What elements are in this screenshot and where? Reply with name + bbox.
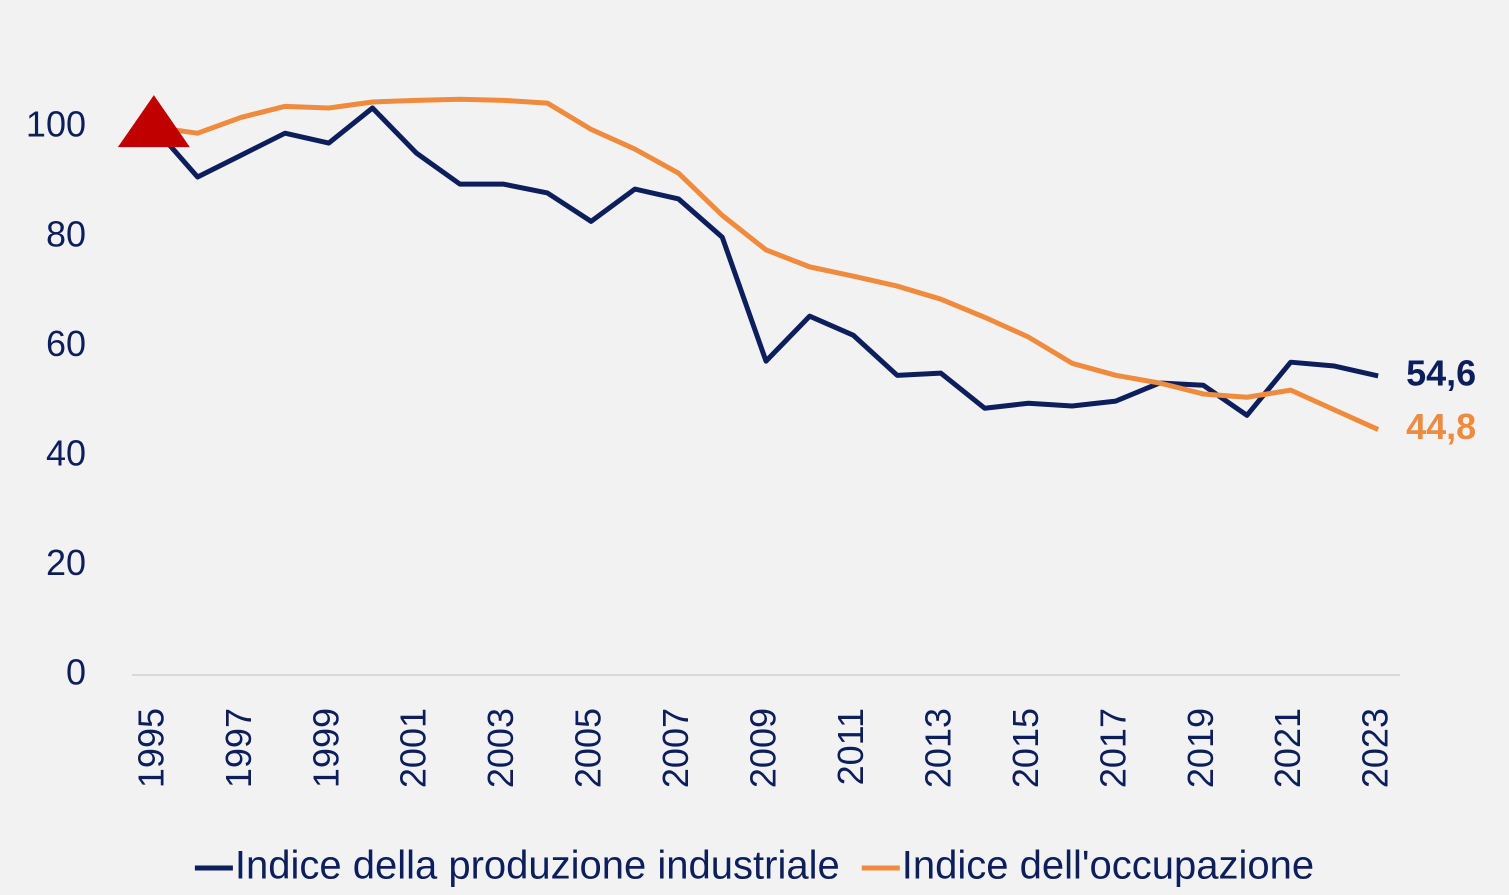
x-tick-label: 2017 (1092, 708, 1133, 788)
x-tick-label: 2005 (568, 708, 609, 788)
legend-item: Indice della produzione industriale (194, 844, 840, 888)
value-label: 54,6 (1406, 352, 1476, 393)
series-line (153, 96, 1380, 432)
x-tick-label: 1999 (305, 708, 346, 788)
start-marker (117, 95, 190, 148)
legend-label: Indice della produzione industriale (235, 844, 840, 888)
legend-item: Indice dell'occupazione (861, 844, 1314, 888)
x-tick-label: 2007 (655, 708, 696, 788)
y-tick-label: 60 (46, 323, 86, 364)
x-tick-label: 2001 (393, 708, 434, 788)
y-tick-label: 40 (46, 432, 86, 473)
x-tick-label: 2019 (1180, 708, 1221, 788)
value-label: 44,8 (1406, 406, 1476, 447)
x-tick-label: 2015 (1005, 708, 1046, 788)
x-tick-label: 1997 (218, 708, 259, 788)
x-tick-label: 2003 (480, 708, 521, 788)
y-tick-label: 100 (26, 104, 86, 145)
x-tick-label: 2011 (830, 708, 871, 785)
series-line (151, 105, 1379, 418)
y-tick-label: 0 (66, 652, 86, 693)
x-tick-label: 2021 (1267, 708, 1308, 788)
x-tick-label: 1995 (130, 708, 171, 788)
x-tick-label: 2009 (743, 708, 784, 788)
y-tick-label: 20 (46, 542, 86, 583)
x-tick-label: 2023 (1355, 708, 1396, 788)
x-tick-label: 2013 (917, 708, 958, 788)
legend-label: Indice dell'occupazione (902, 844, 1314, 888)
y-tick-label: 80 (46, 213, 86, 254)
